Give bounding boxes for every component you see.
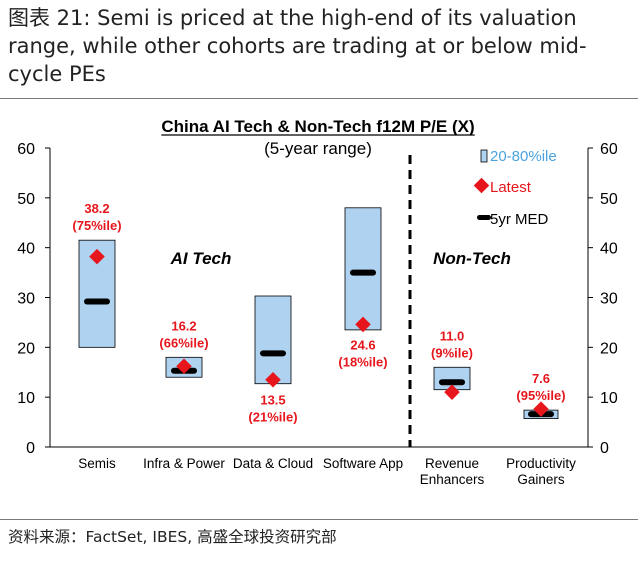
latest-value-label: 7.6 — [532, 371, 550, 386]
figure-caption: 图表 21: Semi is priced at the high-end of… — [8, 6, 587, 86]
left-y-tick-label: 50 — [17, 191, 35, 208]
median-marker — [84, 298, 110, 305]
group-label-non-tech: Non-Tech — [433, 249, 511, 268]
category-label: Revenue — [425, 456, 479, 471]
pe-range-chart: China AI Tech & Non-Tech f12M P/E (X) (5… — [17, 117, 618, 487]
percentile-label: (75%ile) — [72, 218, 121, 233]
category-label: Software App — [323, 456, 403, 471]
range-bar — [344, 207, 382, 331]
left-y-tick-label: 0 — [26, 440, 35, 457]
right-y-tick-label: 60 — [600, 141, 618, 158]
category-label: Semis — [78, 456, 116, 471]
header-divider — [0, 98, 638, 99]
legend: 20-80%ile Latest 5yr MED — [473, 148, 557, 228]
latest-value-label: 16.2 — [171, 318, 196, 333]
left-y-tick-label: 60 — [17, 141, 35, 158]
legend-range-label: 20-80%ile — [490, 148, 557, 165]
latest-value-label: 13.5 — [260, 393, 285, 408]
range-bar — [254, 295, 292, 385]
right-y-tick-label: 50 — [600, 191, 618, 208]
percentile-label: (66%ile) — [159, 335, 208, 350]
right-y-tick-label: 0 — [600, 440, 609, 457]
latest-value-label: 24.6 — [350, 337, 375, 352]
source-note: 资料来源：FactSet, IBES, 高盛全球投资研究部 — [8, 528, 337, 546]
left-y-tick-label: 10 — [17, 390, 35, 407]
left-y-tick-label: 20 — [17, 340, 35, 357]
footer-divider — [0, 519, 638, 520]
percentile-label: (9%ile) — [431, 345, 473, 360]
percentile-label: (21%ile) — [248, 410, 297, 425]
legend-latest-label: Latest — [490, 179, 532, 196]
chart-title: China AI Tech & Non-Tech f12M P/E (X) — [161, 117, 474, 136]
median-marker — [350, 269, 376, 276]
right-y-tick-label: 10 — [600, 390, 618, 407]
category-label: Enhancers — [420, 472, 485, 487]
chart-subtitle: (5-year range) — [264, 139, 372, 158]
category-label: Infra & Power — [143, 456, 225, 471]
percentile-label: (18%ile) — [338, 354, 387, 369]
category-label: Gainers — [517, 472, 565, 487]
latest-value-label: 38.2 — [84, 201, 109, 216]
latest-marker — [176, 358, 192, 375]
category-label: Productivity — [506, 456, 576, 471]
legend-range-swatch — [480, 149, 488, 163]
right-y-tick-label: 20 — [600, 340, 618, 357]
percentile-label: (95%ile) — [516, 388, 565, 403]
left-y-tick-label: 40 — [17, 241, 35, 258]
legend-median-label: 5yr MED — [490, 211, 549, 228]
left-y-tick-label: 30 — [17, 291, 35, 308]
median-marker — [439, 379, 465, 386]
median-marker — [260, 350, 286, 357]
legend-latest-marker — [473, 177, 490, 194]
right-y-tick-label: 40 — [600, 241, 618, 258]
category-label: Data & Cloud — [233, 456, 313, 471]
right-y-tick-label: 30 — [600, 291, 618, 308]
group-label-ai-tech: AI Tech — [170, 249, 232, 268]
latest-value-label: 11.0 — [440, 328, 465, 343]
legend-median-marker — [477, 215, 491, 220]
